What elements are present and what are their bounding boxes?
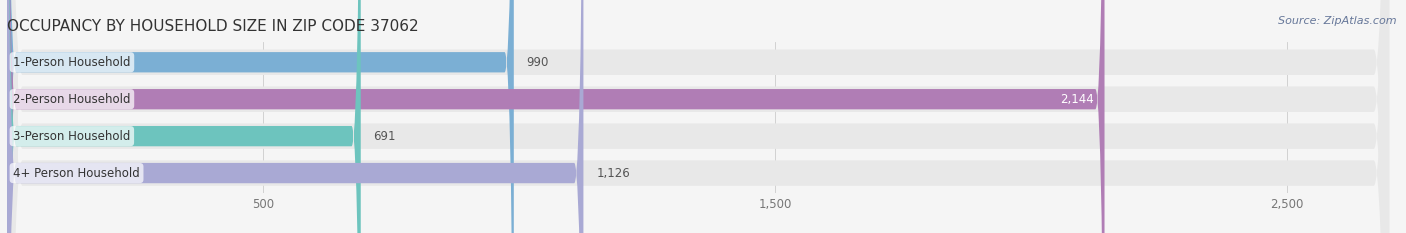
Text: 990: 990 [527, 56, 548, 69]
Text: 2,144: 2,144 [1060, 93, 1094, 106]
Text: OCCUPANCY BY HOUSEHOLD SIZE IN ZIP CODE 37062: OCCUPANCY BY HOUSEHOLD SIZE IN ZIP CODE … [7, 19, 419, 34]
FancyBboxPatch shape [7, 0, 1105, 233]
Text: 3-Person Household: 3-Person Household [13, 130, 131, 143]
FancyBboxPatch shape [7, 0, 583, 233]
Text: 4+ Person Household: 4+ Person Household [13, 167, 141, 180]
Text: 691: 691 [374, 130, 396, 143]
FancyBboxPatch shape [7, 0, 1389, 233]
FancyBboxPatch shape [7, 0, 1389, 233]
FancyBboxPatch shape [7, 0, 513, 233]
FancyBboxPatch shape [7, 0, 361, 233]
FancyBboxPatch shape [7, 0, 1389, 233]
Text: 1-Person Household: 1-Person Household [13, 56, 131, 69]
Text: 2-Person Household: 2-Person Household [13, 93, 131, 106]
Text: Source: ZipAtlas.com: Source: ZipAtlas.com [1278, 16, 1396, 26]
FancyBboxPatch shape [7, 0, 1389, 233]
Text: 1,126: 1,126 [596, 167, 630, 180]
